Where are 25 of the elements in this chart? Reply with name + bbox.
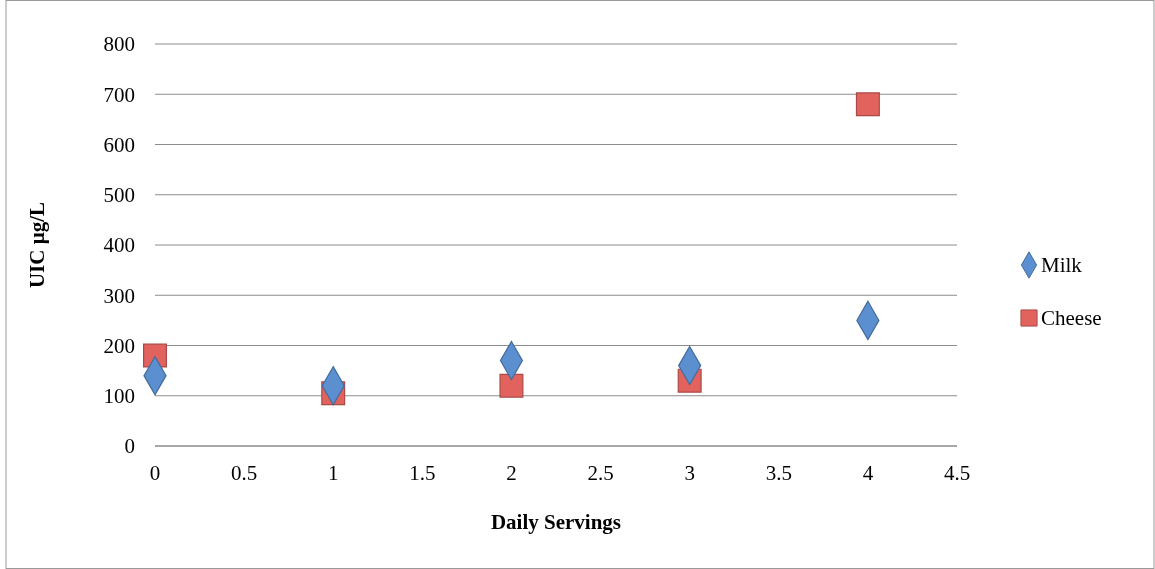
point: [499, 373, 524, 398]
y-tick-label: 800: [103, 32, 135, 57]
y-tick-label: 100: [103, 384, 135, 409]
x-axis-title: Daily Servings: [490, 510, 622, 534]
point: [855, 92, 880, 117]
x-tick-label: 2: [506, 461, 517, 485]
x-tick-label: 1: [327, 461, 339, 485]
x-tick-label: 1.5: [409, 461, 436, 485]
x-tick-label: 4: [862, 461, 874, 485]
legend-label: Milk: [1041, 253, 1083, 278]
y-tick-label: 700: [103, 82, 135, 107]
y-tick-label: 300: [103, 283, 135, 308]
y-tick-label: 500: [103, 183, 135, 208]
x-tick-label: 3.5: [765, 461, 792, 485]
x-tick-label: 0.5: [230, 461, 258, 485]
y-tick-label: 600: [103, 132, 135, 157]
x-tick-label: 4.5: [943, 461, 971, 485]
x-tick-label: 0: [149, 461, 161, 485]
x-tick-label: 3: [684, 461, 695, 485]
y-tick-label: 200: [103, 333, 135, 358]
y-axis-title: UIC µg/L: [25, 201, 49, 289]
x-tick-label: 2.5: [587, 461, 614, 485]
y-tick-label: 0: [124, 434, 135, 459]
y-tick-label: 400: [103, 233, 135, 258]
legend-label: Cheese: [1041, 306, 1102, 331]
